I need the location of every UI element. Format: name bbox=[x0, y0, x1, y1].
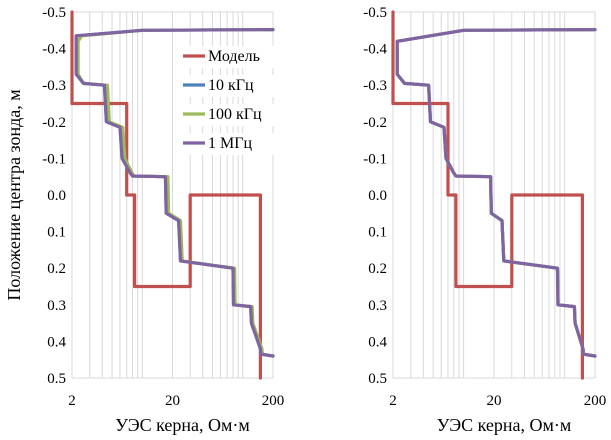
y-tick-label: 0.4 bbox=[47, 334, 66, 350]
y-tick-label: 0.2 bbox=[47, 261, 66, 277]
y-tick-label: -0.4 bbox=[42, 42, 66, 58]
y-tick-label: -0.5 bbox=[363, 5, 387, 21]
x-axis-label: УЭС керна, Ом·м bbox=[115, 415, 250, 435]
legend-label: 100 кГц bbox=[208, 106, 262, 123]
y-tick-label: -0.1 bbox=[363, 151, 387, 167]
x-tick-label: 200 bbox=[262, 393, 285, 409]
plot-frame bbox=[71, 11, 274, 379]
y-tick-label: 0.3 bbox=[368, 298, 387, 314]
plot-frame bbox=[392, 11, 596, 379]
y-tick-label: 0.2 bbox=[368, 261, 387, 277]
legend-label: 10 кГц bbox=[208, 77, 254, 94]
series-line-1-МГц bbox=[74, 28, 275, 358]
y-tick-label: 0.0 bbox=[368, 188, 387, 204]
y-tick-label: -0.3 bbox=[363, 78, 387, 94]
y-tick-label: -0.2 bbox=[42, 115, 66, 131]
y-tick-label: -0.4 bbox=[363, 42, 387, 58]
y-tick-label: 0.1 bbox=[368, 225, 387, 241]
right-panel: -0.5 -0.4 -0.3 -0.2 -0.1 0.0 0.1 0.2 0.3 0.4 0.52 2… bbox=[363, 5, 606, 435]
series-line-Модель bbox=[70, 10, 262, 380]
y-tick-label: 0.5 bbox=[47, 371, 66, 387]
y-tick-label: 0.3 bbox=[47, 298, 66, 314]
y-axis-label: Положение центра зонда, м bbox=[4, 89, 24, 300]
y-tick-label: 0.4 bbox=[368, 334, 387, 350]
legend: Модель 10 кГц 100 кГц 1 МГц bbox=[175, 46, 275, 155]
series-line-1-МГц bbox=[395, 28, 597, 358]
legend-bg bbox=[175, 133, 275, 155]
x-tick-label: 200 bbox=[584, 393, 607, 409]
x-tick-label: 20 bbox=[165, 393, 180, 409]
left-panel: -0.5 -0.4 -0.3 -0.2 -0.1 0.0 0.1 0.2 0.3 0.4 0.52 2… bbox=[4, 5, 284, 435]
x-tick-label: 2 bbox=[68, 393, 76, 409]
legend-bg bbox=[175, 104, 275, 126]
y-tick-label: -0.2 bbox=[363, 115, 387, 131]
y-tick-label: 0.1 bbox=[47, 225, 66, 241]
legend-label: Модель bbox=[208, 48, 260, 65]
y-tick-label: -0.5 bbox=[42, 5, 66, 21]
x-axis-label: УЭС керна, Ом·м bbox=[437, 415, 572, 435]
y-tick-label: -0.3 bbox=[42, 78, 66, 94]
series-line-Модель bbox=[391, 10, 585, 380]
y-tick-label: 0.5 bbox=[368, 371, 387, 387]
x-tick-label: 20 bbox=[487, 393, 502, 409]
x-tick-label: 2 bbox=[389, 393, 397, 409]
legend-bg bbox=[175, 75, 275, 97]
y-tick-label: 0.0 bbox=[47, 188, 66, 204]
legend-label: 1 МГц bbox=[208, 135, 252, 152]
legend-bg bbox=[175, 46, 275, 68]
y-tick-label: -0.1 bbox=[42, 151, 66, 167]
